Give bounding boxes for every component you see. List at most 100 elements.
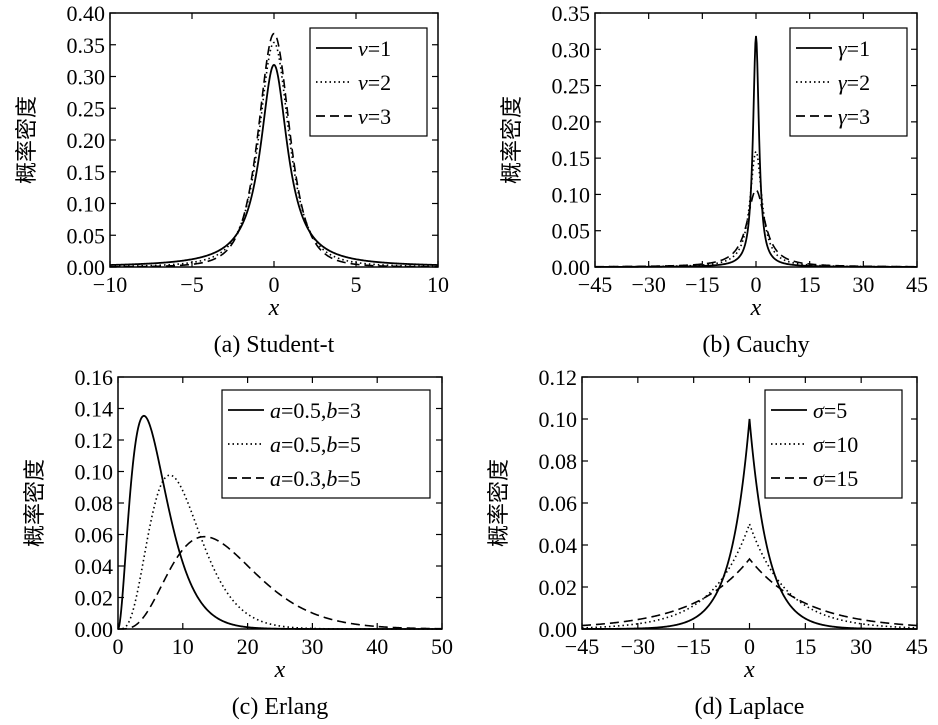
y-tick-label: 0.04	[75, 554, 114, 579]
y-tick-label: 0.20	[67, 128, 106, 153]
x-tick-label: −15	[676, 634, 710, 659]
series-line-dotted	[595, 150, 917, 268]
x-tick-label: 10	[172, 634, 194, 659]
series-line-dashed	[118, 535, 443, 630]
legend-entry: v=3	[358, 104, 391, 129]
y-tick-label: 0.02	[75, 586, 114, 611]
x-tick-label: 15	[799, 272, 821, 297]
x-tick-label: −5	[180, 272, 203, 297]
legend-entry: γ=3	[838, 104, 870, 129]
y-tick-label: 0.35	[552, 1, 591, 26]
series-line-dotted	[118, 474, 442, 630]
chart-panel-2: −45 −30 −15 0 15 30 45 0.00 0.05 0.10 0.15 0.20 0.25…	[500, 1, 928, 358]
y-tick-label: 0.20	[552, 110, 591, 135]
x-tick-label: 0	[744, 634, 755, 659]
panel-caption: (d) Laplace	[695, 694, 805, 720]
y-tick-label: 0.00	[552, 255, 591, 280]
x-tick-label: 50	[431, 634, 453, 659]
legend-entry: σ=15	[813, 466, 858, 491]
legend-entry: γ=2	[838, 70, 870, 95]
legend-entry: a=0.5,b=3	[270, 398, 361, 423]
x-tick-label: 30	[852, 272, 874, 297]
legend: v=1 v=2 v=3	[309, 27, 428, 137]
y-tick-label: 0.15	[552, 146, 591, 171]
y-tick-label: 0.10	[552, 182, 591, 207]
series-line-dashed	[581, 557, 918, 627]
series-line-solid	[109, 63, 439, 266]
y-tick-label: 0.00	[67, 255, 106, 280]
series-line-dashed	[595, 189, 917, 268]
x-tick-label: 20	[237, 634, 259, 659]
panel-caption: (c) Erlang	[232, 694, 329, 720]
legend: a=0.5,b=3 a=0.5,b=5 a=0.3,b=5	[221, 389, 431, 499]
legend-entry: a=0.5,b=5	[270, 432, 361, 457]
series-line-dotted	[581, 521, 918, 629]
x-tick-label: 45	[906, 634, 928, 659]
y-tick-label: 0.06	[539, 491, 578, 516]
x-tick-label: 0	[269, 272, 280, 297]
y-tick-label: 0.05	[552, 219, 591, 244]
legend: σ=5 σ=10 σ=15	[764, 389, 903, 499]
y-tick-label: 0.25	[67, 96, 106, 121]
y-tick-label: 0.06	[75, 523, 114, 548]
y-tick-label: 0.00	[539, 617, 578, 642]
y-tick-label: 0.08	[539, 449, 578, 474]
x-axis-label: x	[750, 295, 762, 321]
y-tick-label: 0.35	[67, 33, 106, 58]
y-axis-label: 概率密度	[15, 96, 40, 184]
y-tick-label: 0.14	[75, 397, 114, 422]
y-tick-label: 0.00	[75, 617, 114, 642]
series-line-dashed	[110, 32, 438, 268]
legend-entry: a=0.3,b=5	[270, 466, 361, 491]
x-axis-label: x	[268, 295, 280, 321]
panel-caption: (a) Student-t	[214, 332, 335, 358]
chart-panel-3: 0 10 20 30 40 50 0.00 0.02 0.04 0.06 0.08 0.10 0.12 0…	[23, 365, 453, 720]
y-tick-label: 0.02	[539, 575, 578, 600]
chart-panel-1: −10 −5 0 5 10 0.00 0.05 0.10 0.15 0.20 0.25 0.30 0.3…	[15, 1, 449, 358]
y-axis-label: 概率密度	[23, 459, 48, 547]
y-tick-label: 0.30	[67, 65, 106, 90]
legend-box	[764, 389, 903, 499]
y-tick-label: 0.04	[539, 533, 578, 558]
y-tick-label: 0.10	[67, 192, 106, 217]
y-axis-label: 概率密度	[500, 96, 525, 184]
x-tick-label: 30	[301, 634, 323, 659]
panel-caption: (b) Cauchy	[702, 332, 809, 358]
legend-entry: v=1	[358, 36, 391, 61]
x-tick-label: −45	[578, 272, 612, 297]
x-tick-label: −15	[685, 272, 719, 297]
y-tick-label: 0.30	[552, 37, 591, 62]
y-tick-label: 0.12	[539, 365, 578, 390]
x-tick-label: 40	[366, 634, 388, 659]
x-tick-label: −10	[93, 272, 127, 297]
x-tick-label: 5	[351, 272, 362, 297]
chart-panel-4: −45 −30 −15 0 15 30 45 0.00 0.02 0.04 0.06 0.08 0.10…	[487, 365, 928, 720]
legend-entry: v=2	[358, 70, 391, 95]
y-tick-label: 0.12	[75, 428, 114, 453]
legend-box	[221, 389, 431, 499]
series-line-dotted	[110, 41, 438, 268]
x-tick-label: 0	[751, 272, 762, 297]
y-tick-label: 0.08	[75, 491, 114, 516]
x-tick-label: 15	[794, 634, 816, 659]
x-tick-label: 30	[850, 634, 872, 659]
y-tick-label: 0.10	[75, 460, 114, 485]
x-tick-label: −30	[631, 272, 665, 297]
x-tick-label: −45	[565, 634, 599, 659]
x-tick-label: −30	[621, 634, 655, 659]
y-axis-label: 概率密度	[487, 459, 512, 547]
legend-entry: σ=10	[813, 432, 858, 457]
y-tick-label: 0.05	[67, 223, 106, 248]
x-axis-label: x	[743, 657, 755, 683]
legend-entry: σ=5	[813, 398, 847, 423]
x-tick-label: 10	[427, 272, 449, 297]
y-tick-label: 0.15	[67, 160, 106, 185]
legend: γ=1 γ=2 γ=3	[789, 27, 908, 137]
series-line-solid	[117, 414, 442, 630]
x-tick-label: 45	[906, 272, 928, 297]
legend-entry: γ=1	[838, 36, 870, 61]
series-line-solid	[582, 418, 917, 630]
y-tick-label: 0.40	[67, 1, 106, 26]
y-tick-label: 0.16	[75, 365, 114, 390]
